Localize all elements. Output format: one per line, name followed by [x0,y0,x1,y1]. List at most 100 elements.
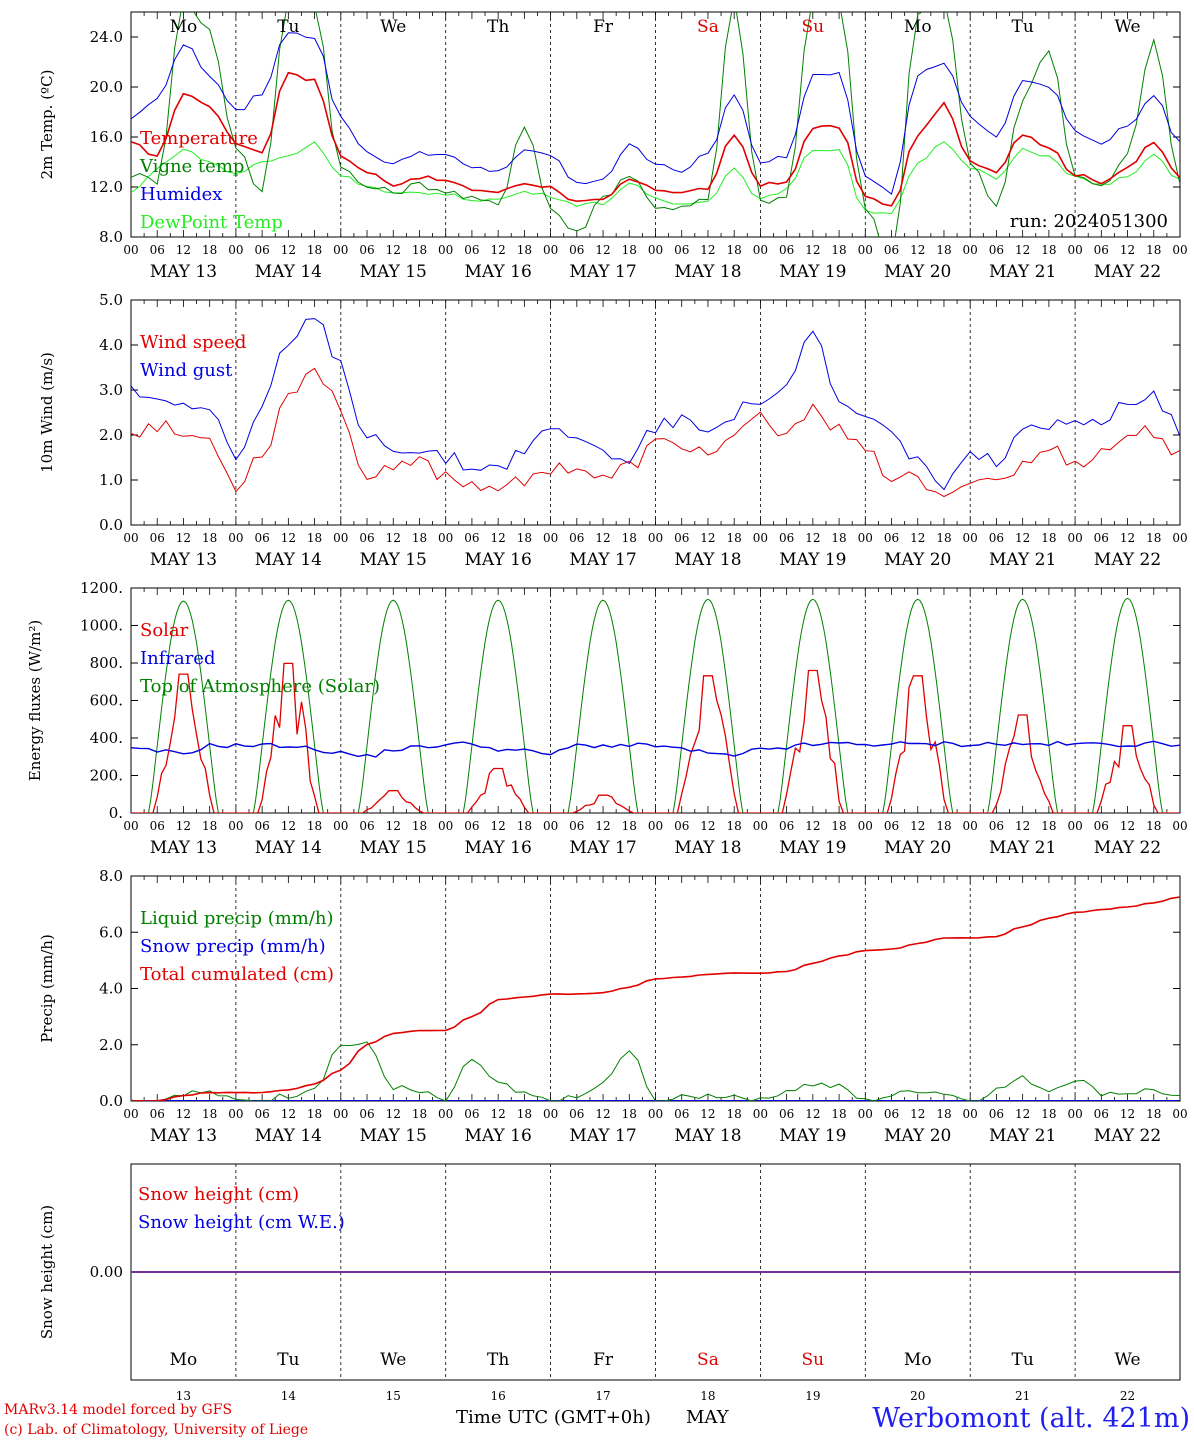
y-tick-label: 0.00 [90,1263,123,1281]
hour-tick-label: 00 [753,819,768,833]
hour-tick-label: 00 [1067,1107,1082,1121]
hour-tick-label: 06 [569,819,584,833]
day-number-label: 16 [491,1389,506,1403]
hour-tick-label: 12 [386,243,401,257]
day-number-label: 18 [700,1389,715,1403]
legend-vigne-temp: Vigne temp [139,156,244,177]
date-label: MAY 17 [569,550,636,570]
hour-tick-label: 18 [727,243,742,257]
hour-tick-label: 12 [176,819,191,833]
hour-tick-label: 12 [910,1107,925,1121]
hour-tick-label: 00 [543,819,558,833]
humidex-line [131,32,1180,195]
hour-tick-label: 06 [150,243,165,257]
legend-temperature: Temperature [140,128,258,149]
date-label: MAY 17 [569,262,636,282]
hour-tick-label: 12 [1120,531,1135,545]
hour-tick-label: 06 [464,531,479,545]
date-label: MAY 14 [255,838,322,858]
hour-tick-label: 12 [281,531,296,545]
legend-liquid-precip: Liquid precip (mm/h) [140,908,334,929]
legend-dewpoint: DewPoint Temp [140,212,283,233]
hour-tick-label: 00 [648,243,663,257]
y-tick-label: 4.0 [99,336,123,354]
hour-tick-label: 12 [595,819,610,833]
hour-tick-label: 12 [595,1107,610,1121]
weekday-label: Th [487,17,509,37]
legend-toa-solar: Top of Atmosphere (Solar) [140,676,380,697]
hour-tick-label: 06 [1094,531,1109,545]
date-label: MAY 15 [360,550,427,570]
day-number-label: 13 [176,1389,191,1403]
hour-tick-label: 18 [831,1107,846,1121]
date-label: MAY 19 [779,838,846,858]
hour-tick-label: 00 [438,1107,453,1121]
hour-tick-label: 00 [648,819,663,833]
date-label: MAY 20 [884,262,951,282]
hour-tick-label: 18 [622,531,637,545]
hour-tick-label: 06 [569,243,584,257]
date-label: MAY 16 [465,550,532,570]
hour-tick-label: 12 [1120,1107,1135,1121]
hour-tick-label: 06 [464,243,479,257]
legend-wind-gust: Wind gust [140,360,233,381]
hour-tick-label: 00 [543,531,558,545]
hour-tick-label: 06 [884,1107,899,1121]
hour-tick-label: 00 [1172,243,1187,257]
day-number-label: 22 [1120,1389,1135,1403]
y-axis-label: 10m Wind (m/s) [38,352,56,473]
y-tick-label: 12.0 [90,178,123,196]
y-tick-label: 3.0 [99,381,123,399]
hour-tick-label: 18 [622,243,637,257]
hour-tick-label: 00 [963,819,978,833]
hour-tick-label: 18 [831,819,846,833]
hour-tick-label: 12 [281,243,296,257]
y-tick-label: 2.0 [99,1036,123,1054]
hour-tick-label: 18 [202,531,217,545]
liquid-precip-line [131,1041,1180,1101]
weekday-label: Tu [1012,1350,1034,1370]
hour-tick-label: 18 [622,819,637,833]
weekday-label: We [380,1350,406,1370]
hour-tick-label: 12 [595,243,610,257]
y-tick-label: 400. [90,729,123,747]
station-name: Werbomont (alt. 421m) [872,1403,1190,1434]
hour-tick-label: 18 [412,1107,427,1121]
y-tick-label: 1000. [80,617,123,635]
hour-tick-label: 06 [569,531,584,545]
date-label: MAY 21 [989,838,1056,858]
y-tick-label: 0.0 [99,516,123,534]
y-tick-label: 5.0 [99,291,123,309]
hour-tick-label: 06 [779,531,794,545]
hour-tick-label: 00 [438,243,453,257]
hour-tick-label: 12 [1120,243,1135,257]
hour-tick-label: 18 [1041,819,1056,833]
date-label: MAY 17 [569,1126,636,1146]
day-number-label: 20 [910,1389,925,1403]
hour-tick-label: 00 [1067,531,1082,545]
plot-frame [130,299,1181,526]
weekday-label: Sa [697,17,719,37]
hour-tick-label: 00 [228,531,243,545]
weekday-label: Mo [170,1350,198,1370]
legend-total-cumulated: Total cumulated (cm) [140,964,334,985]
weekday-label: Tu [1012,17,1034,37]
hour-tick-label: 12 [281,1107,296,1121]
weekday-label: Su [802,17,825,37]
hour-tick-label: 18 [622,1107,637,1121]
hour-tick-label: 12 [805,1107,820,1121]
hour-tick-label: 00 [228,243,243,257]
hour-tick-label: 18 [202,819,217,833]
x-axis-title: Time UTC (GMT+0h) [456,1407,651,1428]
hour-tick-label: 12 [910,531,925,545]
plot-frame [130,587,1181,814]
date-label: MAY 16 [465,838,532,858]
date-label: MAY 14 [255,550,322,570]
hour-tick-label: 12 [491,531,506,545]
date-label: MAY 20 [884,1126,951,1146]
weekday-label: We [1114,1350,1140,1370]
date-label: MAY 18 [674,262,741,282]
hour-tick-label: 12 [700,243,715,257]
day-number-label: 17 [595,1389,610,1403]
